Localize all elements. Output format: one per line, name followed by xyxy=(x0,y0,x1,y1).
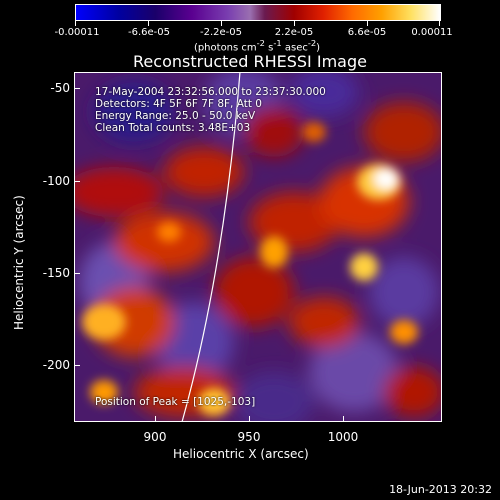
rhessi-image-map xyxy=(74,72,442,422)
annotation-detectors: Detectors: 4F 5F 6F 7F 8F, Att 0 xyxy=(95,98,262,110)
image-title: Reconstructed RHESSI Image xyxy=(133,52,367,71)
colorbar-tick xyxy=(221,20,222,26)
x-axis-label: Heliocentric X (arcsec) xyxy=(173,447,309,461)
annotation-peak-position: Position of Peak = [1025,-103] xyxy=(95,396,256,408)
solar-limb-line xyxy=(181,72,241,422)
x-tick-label: 950 xyxy=(237,430,261,444)
colorbar-tick xyxy=(294,20,295,26)
x-tick-label: 900 xyxy=(143,430,167,444)
annotation-clean: Clean Total counts: 3.48E+03 xyxy=(95,122,251,134)
x-tick xyxy=(249,416,250,422)
x-tick-label: 1000 xyxy=(327,430,359,444)
y-tick-label: -50 xyxy=(50,81,70,95)
colorbar-units: (photons cm-2 s-1 asec-2) xyxy=(193,38,321,54)
y-tick xyxy=(74,365,80,366)
colorbar xyxy=(75,4,440,20)
colorbar-tick xyxy=(75,20,76,26)
x-tick xyxy=(155,416,156,422)
y-tick xyxy=(74,181,80,182)
y-tick-label: -100 xyxy=(42,174,70,188)
annotation-energy: Energy Range: 25.0 - 50.0 keV xyxy=(95,110,256,122)
colorbar-label: -6.6e-05 xyxy=(128,27,170,38)
colorbar-label: -0.00011 xyxy=(54,27,100,38)
y-tick xyxy=(74,273,80,274)
y-tick-label: -200 xyxy=(42,358,70,372)
colorbar-tick xyxy=(367,20,368,26)
colorbar-label: 6.6e-05 xyxy=(347,27,387,38)
colorbar-tick xyxy=(439,20,440,26)
colorbar-label: 0.00011 xyxy=(411,27,453,38)
y-tick-label: -150 xyxy=(42,266,70,280)
y-tick xyxy=(74,88,80,89)
colorbar-frame xyxy=(75,4,441,21)
rhessi-image xyxy=(74,72,442,422)
colorbar-label: -2.2e-05 xyxy=(200,27,242,38)
x-tick xyxy=(343,416,344,422)
annotation-time: 17-May-2004 23:32:56.000 to 23:37:30.000 xyxy=(95,86,326,98)
colorbar-label: 2.2e-05 xyxy=(274,27,314,38)
y-axis-label: Heliocentric Y (arcsec) xyxy=(12,195,26,330)
render-date: 18-Jun-2013 20:32 xyxy=(389,483,492,496)
colorbar-tick xyxy=(148,20,149,26)
